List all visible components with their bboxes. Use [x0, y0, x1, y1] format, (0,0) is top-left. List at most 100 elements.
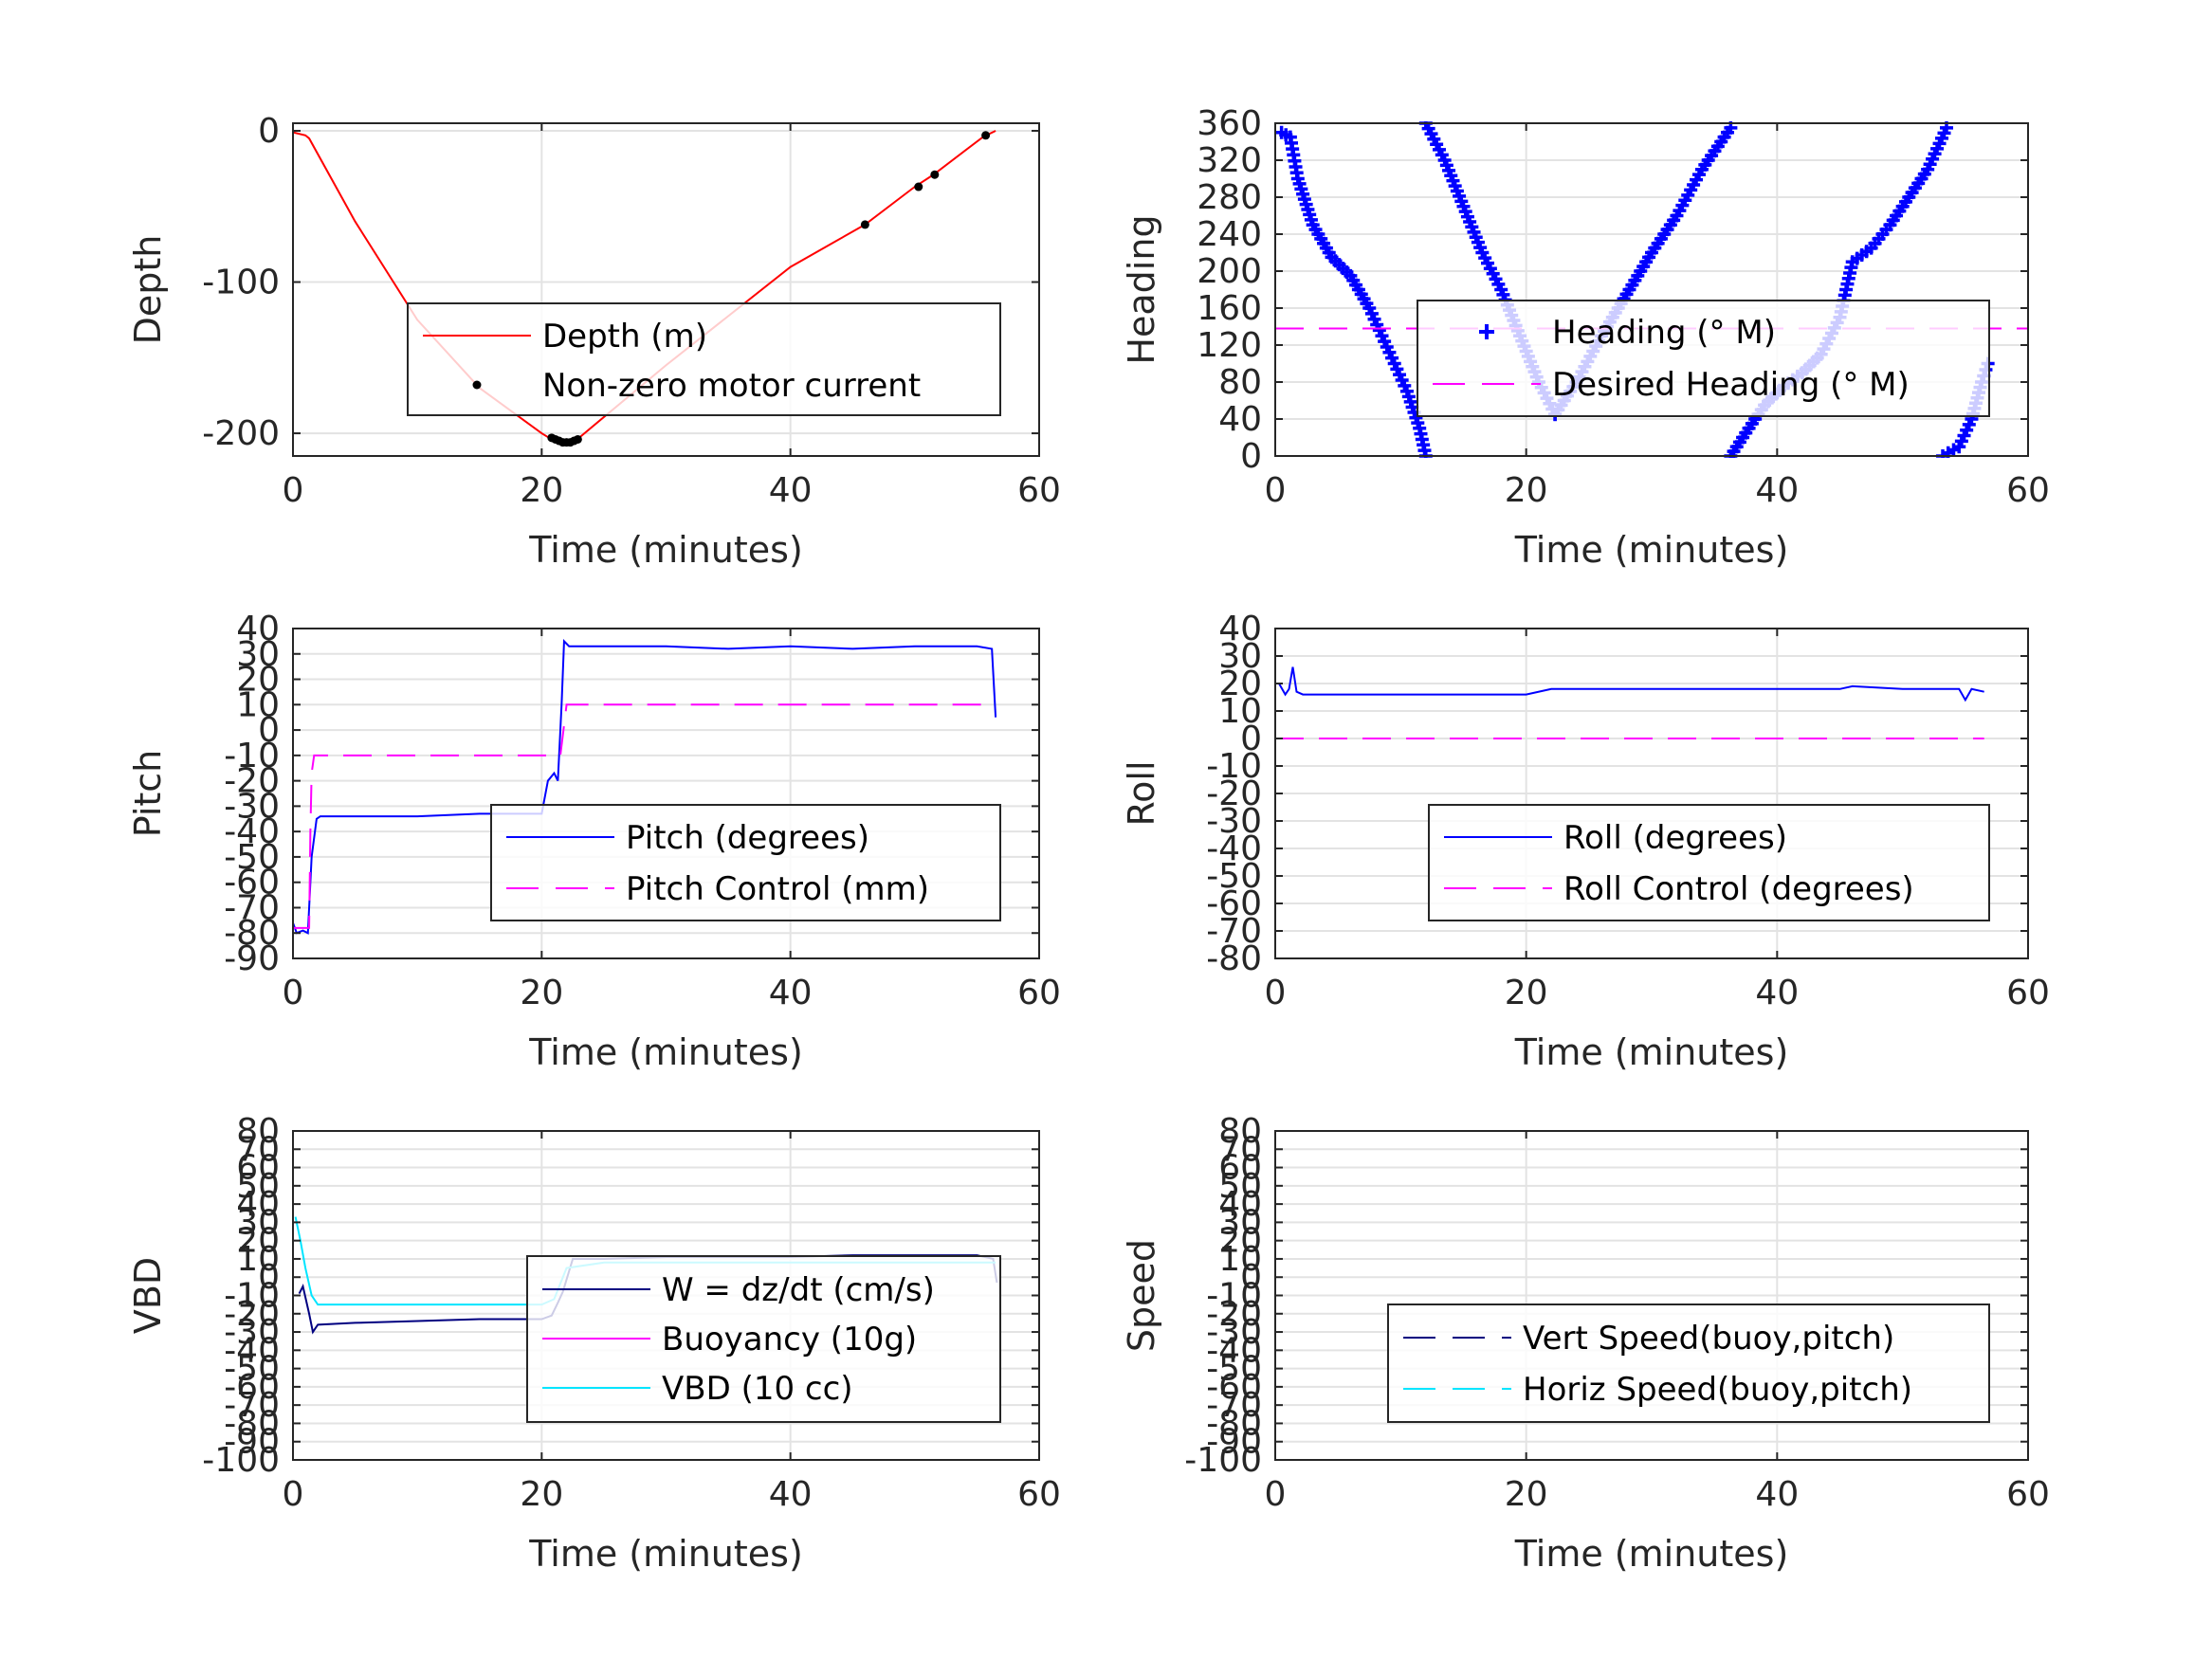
x-tick-label: 0 — [283, 471, 304, 510]
y-tick-label: 320 — [1197, 141, 1262, 180]
y-tick-label: 40 — [1218, 1185, 1262, 1224]
y-tick-label: 60 — [236, 1149, 280, 1188]
ticks: 0 20 40 6080706050403020100-10-20-30-40-50-… — [202, 1112, 1061, 1514]
series-roll-degrees — [1278, 666, 1984, 702]
legend-box — [490, 804, 1001, 921]
data-layer — [293, 639, 997, 935]
y-tick-label: -30 — [1206, 1313, 1262, 1352]
x-tick-label: 20 — [1505, 974, 1548, 1012]
x-tick-label: 0 — [283, 974, 304, 1012]
y-tick-label: 0 — [1240, 1258, 1262, 1297]
legend-label: Heading (° M) — [1552, 314, 1776, 352]
y-tick-label: 30 — [1218, 1203, 1262, 1242]
y-tick-label: 360 — [1197, 104, 1262, 143]
subplot-6: 0 20 40 6080706050403020100-10-20-30-40-50-… — [1121, 1112, 2050, 1575]
data-layer — [293, 130, 996, 447]
data-point — [573, 434, 582, 444]
legend-box — [1417, 300, 1990, 417]
y-tick-label: -10 — [224, 737, 280, 775]
y-tick-label: 10 — [1218, 692, 1262, 731]
x-tick-label: 40 — [1755, 471, 1799, 510]
x-tick-label: 60 — [1017, 471, 1061, 510]
y-tick-label: -50 — [1206, 857, 1262, 896]
subplot-5: 0 20 40 6080706050403020100-10-20-30-40-50-… — [127, 1112, 1061, 1575]
legend-label: Vert Speed(buoy,pitch) — [1523, 1320, 1894, 1358]
y-tick-label: 0 — [258, 711, 280, 750]
y-tick-label: 10 — [236, 685, 280, 724]
y-tick-label: 30 — [236, 635, 280, 674]
x-axis-title: Time (minutes) — [1514, 1533, 1789, 1575]
x-tick-label: 20 — [1505, 471, 1548, 510]
x-axis-title: Time (minutes) — [1514, 1031, 1789, 1073]
data-point — [981, 131, 991, 140]
y-tick-label: -100 — [202, 1441, 280, 1480]
y-tick-label: -90 — [224, 1423, 280, 1462]
legend: Roll (degrees) Roll Control (degrees) — [1428, 804, 1990, 921]
y-tick-label: -50 — [1206, 1350, 1262, 1389]
y-tick-label: 40 — [236, 1185, 280, 1224]
x-axis-title: Time (minutes) — [528, 1031, 803, 1073]
y-tick-label: -80 — [1206, 939, 1262, 978]
y-tick-label: 50 — [236, 1167, 280, 1206]
legend-label: Roll (degrees) — [1563, 819, 1787, 857]
y-tick-label: -80 — [224, 914, 280, 953]
legend-label: Desired Heading (° M) — [1552, 366, 1910, 404]
y-tick-label: -60 — [224, 1368, 280, 1407]
y-tick-label: -100 — [1184, 1441, 1262, 1480]
legend: Depth (m) Non-zero motor current — [407, 302, 1001, 416]
x-tick-label: 40 — [769, 974, 813, 1012]
y-tick-label: 240 — [1197, 215, 1262, 254]
legend: W = dz/dt (cm/s) Buoyancy (10g) VBD (10 cc… — [526, 1255, 1001, 1423]
y-tick-label: 280 — [1197, 178, 1262, 217]
series-pitch-control-mm — [293, 703, 996, 929]
y-tick-label: -40 — [1206, 830, 1262, 868]
legend-label: Pitch Control (mm) — [626, 870, 929, 908]
y-tick-label: -10 — [1206, 747, 1262, 786]
subplot-3: 0 20 40 60403020100-10-20-30-40-50-60-70-80… — [127, 610, 1061, 1073]
legend: Vert Speed(buoy,pitch) Horiz Speed(buoy,p… — [1387, 1304, 1990, 1423]
legend-label: Depth (m) — [542, 318, 707, 356]
y-tick-label: 80 — [236, 1112, 280, 1151]
y-tick-label: -20 — [1206, 1295, 1262, 1334]
data-layer — [1275, 666, 1984, 739]
y-tick-label: -70 — [1206, 912, 1262, 951]
x-axis-title: Time (minutes) — [528, 1533, 803, 1575]
y-tick-label: -50 — [224, 1350, 280, 1389]
x-tick-label: 40 — [769, 1475, 813, 1514]
y-tick-label: -90 — [1206, 1423, 1262, 1462]
y-tick-label: 0 — [258, 112, 280, 151]
y-tick-label: -20 — [1206, 775, 1262, 813]
y-tick-label: 160 — [1197, 289, 1262, 328]
legend: Pitch (degrees) Pitch Control (mm) — [490, 804, 1001, 921]
data-point — [860, 220, 869, 229]
legend-box — [1387, 1304, 1990, 1423]
y-tick-label: -70 — [1206, 1386, 1262, 1425]
x-tick-label: 0 — [1265, 1475, 1287, 1514]
y-tick-label: -30 — [224, 787, 280, 826]
y-axis-title: Depth — [127, 235, 169, 345]
x-tick-label: 60 — [2006, 974, 2050, 1012]
y-tick-label: 40 — [1218, 400, 1262, 439]
series-pitch-degrees — [293, 639, 997, 935]
y-axis-title: Heading — [1121, 214, 1162, 364]
x-tick-label: 20 — [1505, 1475, 1548, 1514]
axes-box — [1274, 122, 2029, 457]
legend-label: Roll Control (degrees) — [1563, 870, 1914, 908]
ticks: 0 20 40 60 0 -100 -200 — [202, 112, 1061, 510]
x-tick-label: 20 — [520, 471, 563, 510]
x-tick-label: 40 — [1755, 974, 1799, 1012]
y-tick-label: 40 — [236, 610, 280, 648]
y-tick-label: -80 — [224, 1404, 280, 1443]
y-tick-label: 30 — [1218, 637, 1262, 676]
y-tick-label: -60 — [1206, 884, 1262, 923]
legend-label: Horiz Speed(buoy,pitch) — [1523, 1371, 1912, 1409]
legend-box — [1428, 804, 1990, 921]
y-tick-label: 70 — [236, 1130, 280, 1169]
y-tick-label: -30 — [1206, 802, 1262, 841]
legend-label: VBD (10 cc) — [662, 1370, 853, 1408]
y-tick-label: 20 — [236, 1222, 280, 1261]
